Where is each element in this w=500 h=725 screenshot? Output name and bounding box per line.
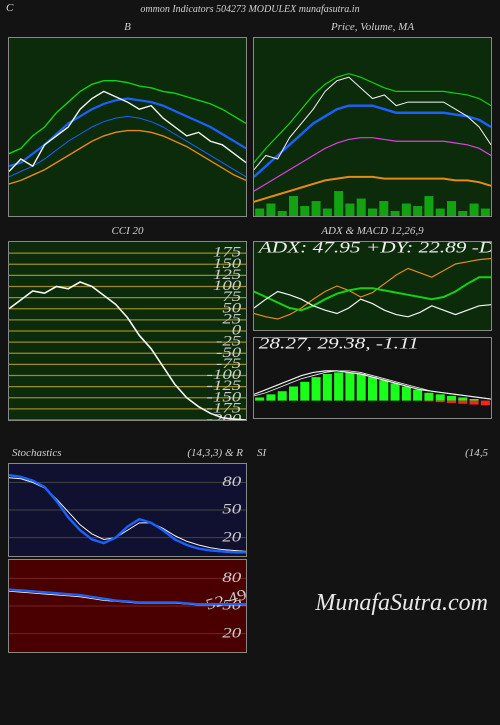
si-title-right: (14,5 xyxy=(465,447,488,459)
price-title: Price, Volume, MA xyxy=(253,19,492,37)
stoch-chart: 80 50 20 xyxy=(8,463,247,557)
panel-price: Price, Volume, MA xyxy=(253,19,492,217)
svg-text:80: 80 xyxy=(222,473,242,489)
stoch-title-right: (14,3,3) & R xyxy=(187,447,243,459)
panel-stoch: Stochastics (14,3,3) & R 80 50 20 80502052… xyxy=(8,445,247,653)
si-title-left: SI xyxy=(257,447,266,459)
rsi-chart: 80502052.49 xyxy=(8,559,247,653)
cci-title: CCI 20 xyxy=(8,223,247,241)
panel-si: SI (14,5 xyxy=(253,445,492,653)
corner-letter: C xyxy=(6,2,13,14)
macd-chart: 28.27, 29.38, -1.11 xyxy=(253,337,492,419)
svg-text:20: 20 xyxy=(222,624,242,640)
adx-chart: ADX: 47.95 +DY: 22.89 -DY: 65.06 xyxy=(253,241,492,331)
svg-text:28.27, 29.38, -1.11: 28.27, 29.38, -1.11 xyxy=(259,338,419,353)
svg-text:ADX: 47.95 +DY: 22.89 -DY: 65.: ADX: 47.95 +DY: 22.89 -DY: 65.06 xyxy=(256,242,491,257)
si-title: SI (14,5 xyxy=(253,445,492,463)
svg-text:50: 50 xyxy=(222,501,242,517)
watermark-text: MunafaSutra.com xyxy=(315,590,488,617)
panel-adx-macd: ADX & MACD 12,26,9 ADX: 47.95 +DY: 22.89… xyxy=(253,223,492,421)
svg-text:20: 20 xyxy=(222,528,242,544)
panel-bb: B xyxy=(8,19,247,217)
page-title: ommon Indicators 504273 MODULEX munafasu… xyxy=(0,0,500,19)
price-chart xyxy=(253,37,492,217)
bb-chart xyxy=(8,37,247,217)
panel-cci: CCI 20 1751501251007550250-25-50-75-100-… xyxy=(8,223,247,421)
stoch-title: Stochastics (14,3,3) & R xyxy=(8,445,247,463)
svg-text:80: 80 xyxy=(222,569,242,585)
adx-title: ADX & MACD 12,26,9 xyxy=(253,223,492,241)
cci-chart: 1751501251007550250-25-50-75-100-125-150… xyxy=(8,241,247,421)
stoch-title-left: Stochastics xyxy=(12,447,62,459)
bb-title: B xyxy=(8,19,247,37)
